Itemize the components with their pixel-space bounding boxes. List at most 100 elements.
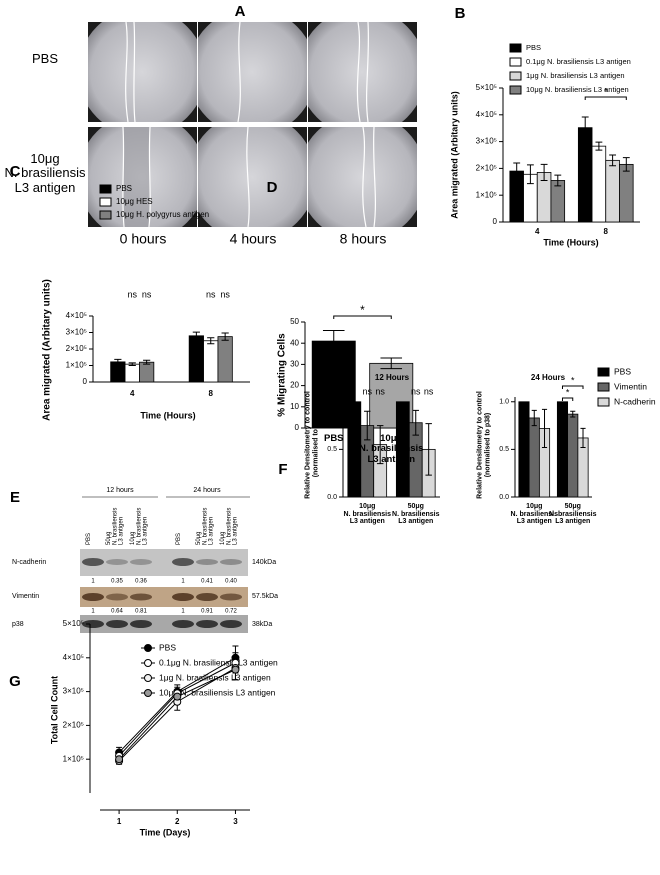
band [220,559,242,565]
legend-marker [144,674,152,682]
size-label: 57.5kDa [252,593,278,600]
legend-label: 1μg N. brasiliensis L3 antigen [159,672,271,682]
band [130,620,152,628]
band [106,593,128,601]
y-tick-label: 40 [290,338,299,347]
bar [550,180,566,223]
y-tick-label: 5×10⁵ [476,83,497,92]
annotation: * [360,303,365,317]
bracket [584,96,627,100]
x-tick-label: PBS [323,433,344,444]
y-tick-label: 1×10⁵ [66,361,87,370]
wound-edge [356,22,370,122]
band [220,593,242,601]
annotation: * [571,375,575,385]
error-bar [595,141,603,151]
quantity: 0.81 [135,609,147,615]
band [220,620,242,628]
bar [577,127,593,223]
chart-title: 24 Hours [531,373,566,382]
legend-swatch [509,71,522,81]
lane-label: PBS [176,532,182,545]
legend-label: PBS [159,642,176,652]
y-axis-label: Relative Densitometry to control (normal… [304,391,319,499]
annotation: ns [220,289,230,299]
annotation: ns [375,386,385,396]
y-tick-label: 3×10⁵ [66,328,87,337]
bar [528,417,540,498]
legend-swatch [509,57,522,67]
field [308,127,417,227]
bar [124,363,140,383]
band [130,593,152,601]
micrograph [88,127,197,227]
row-label: N-cadherin [12,559,46,566]
y-tick-label: 4×10⁵ [63,653,84,662]
error-bar [192,331,200,340]
bracket [333,315,392,319]
quantity: 0.36 [135,579,147,585]
blot-bands [82,620,242,628]
error-bar [622,157,630,172]
error-bar [609,154,617,167]
legend-swatch [99,184,112,194]
annotation: ns [424,386,434,396]
quantity: 0.64 [111,609,123,615]
y-tick-label: 4×10⁵ [66,311,87,320]
lane-label: 50μg N. brasiliensis L3 antigen [196,507,215,545]
micrograph [308,127,417,227]
x-axis-label: Time (Hours) [543,237,598,247]
error-bar [221,332,229,341]
legend-label: 0.1μg N. brasiliensis L3 antigen [159,657,278,667]
error-bar [128,362,136,366]
band [172,558,194,566]
y-tick-label: 0 [493,217,498,226]
error-bar [143,359,151,365]
y-tick-label: 3×10⁵ [476,137,497,146]
legend-swatch [597,367,610,377]
bar [110,361,126,383]
y-axis-label: % Migrating Cells [277,333,288,417]
row-label: p38 [12,621,24,628]
y-tick-label: 0.0 [327,494,337,501]
legend-swatch [99,210,112,220]
y-tick-label: 0.5 [499,446,509,453]
legend-label: PBS [526,43,541,52]
annotation: * [566,387,570,397]
bracket [561,385,584,389]
bracket [561,397,574,401]
error-bar [207,337,215,345]
marker [173,692,182,701]
legend-swatch [509,43,522,53]
error-bar [322,329,345,353]
y-tick-label: 10 [290,402,299,411]
x-tick-label: 50μg N. brasiliensis L3 antigen [392,503,440,526]
micrograph [88,22,197,122]
error-bar [531,409,537,427]
chart-title: 12 Hours [375,373,410,382]
field [308,22,417,122]
legend-label: 10μg H. polygyrus antigen [116,210,209,219]
column-label: 4 hours [230,231,277,247]
band [106,620,128,628]
x-tick-label: 1 [117,817,122,826]
y-tick-label: 50 [290,317,299,326]
wound-edge [125,22,136,122]
y-tick-label: 1.0 [327,399,337,406]
error-bar [513,162,521,180]
y-tick-label: 30 [290,360,299,369]
bar [217,336,233,383]
error-bar [580,427,586,448]
size-label: 38kDa [252,621,272,628]
group-label: 12 hours [106,487,134,494]
legend-label: Vimentin [614,381,647,391]
bar [188,335,204,383]
annotation: ns [127,289,137,299]
quantity: 1 [181,579,185,585]
blot-strip [80,615,248,633]
x-tick-label: 4 [130,389,135,398]
lane-label: 10μg N. brasiliensis L3 antigen [220,507,239,545]
panel-letter: G [9,673,21,690]
band [196,593,218,601]
column-label: 8 hours [340,231,387,247]
